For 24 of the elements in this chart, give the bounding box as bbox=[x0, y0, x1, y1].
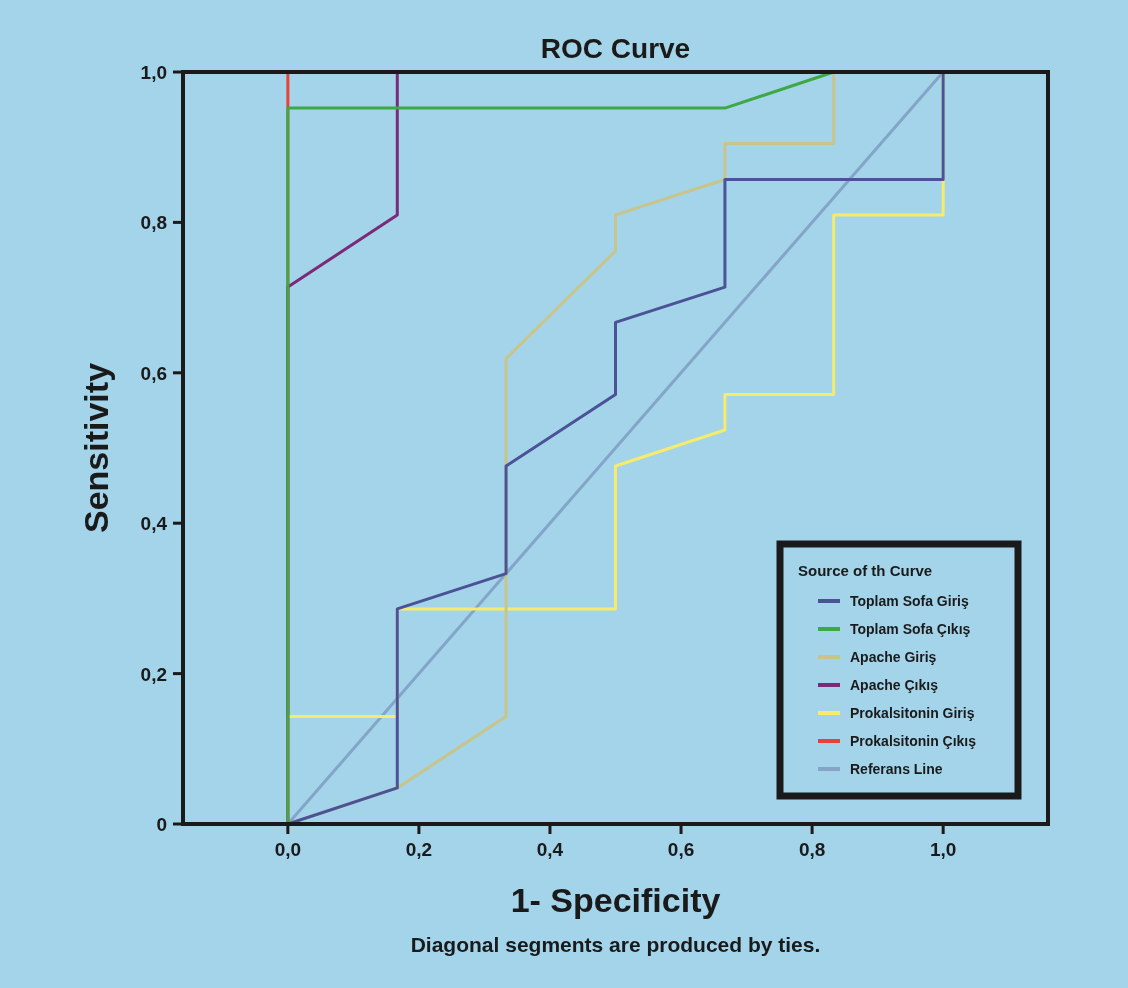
x-tick-label: 0,4 bbox=[536, 839, 564, 860]
legend-title: Source of th Curve bbox=[798, 562, 933, 579]
legend-label: Apache Çıkış bbox=[850, 677, 939, 693]
legend-label: Toplam Sofa Giriş bbox=[850, 593, 969, 609]
y-tick-label: 0,6 bbox=[140, 362, 167, 384]
legend-label: Apache Giriş bbox=[850, 649, 937, 665]
x-tick-label: 0,2 bbox=[405, 839, 433, 860]
text: Diagonal segments are produced by ties. bbox=[410, 933, 821, 956]
chart-title: ROC Curve bbox=[540, 33, 691, 64]
legend-label: Prokalsitonin Giriş bbox=[850, 705, 975, 721]
x-axis-title: 1- Specificity bbox=[510, 881, 721, 919]
y-axis-title: Sensitivity bbox=[77, 362, 115, 534]
x-tick-label: 0,8 bbox=[798, 839, 826, 860]
y-tick-label: 0 bbox=[156, 814, 167, 835]
y-tick-label: 1,0 bbox=[140, 62, 167, 83]
x-tick-label: 1,0 bbox=[929, 839, 957, 860]
y-tick-label: 0,4 bbox=[140, 513, 168, 535]
y-tick-label: 0,8 bbox=[140, 212, 167, 234]
legend-label: Toplam Sofa Çıkış bbox=[850, 621, 971, 637]
legend-label: Prokalsitonin Çıkış bbox=[850, 733, 977, 749]
x-tick-label: 0,0 bbox=[274, 839, 302, 860]
y-tick-label: 0,2 bbox=[140, 663, 167, 685]
legend-label: Referans Line bbox=[850, 761, 943, 777]
x-tick-label: 0,6 bbox=[667, 839, 695, 860]
